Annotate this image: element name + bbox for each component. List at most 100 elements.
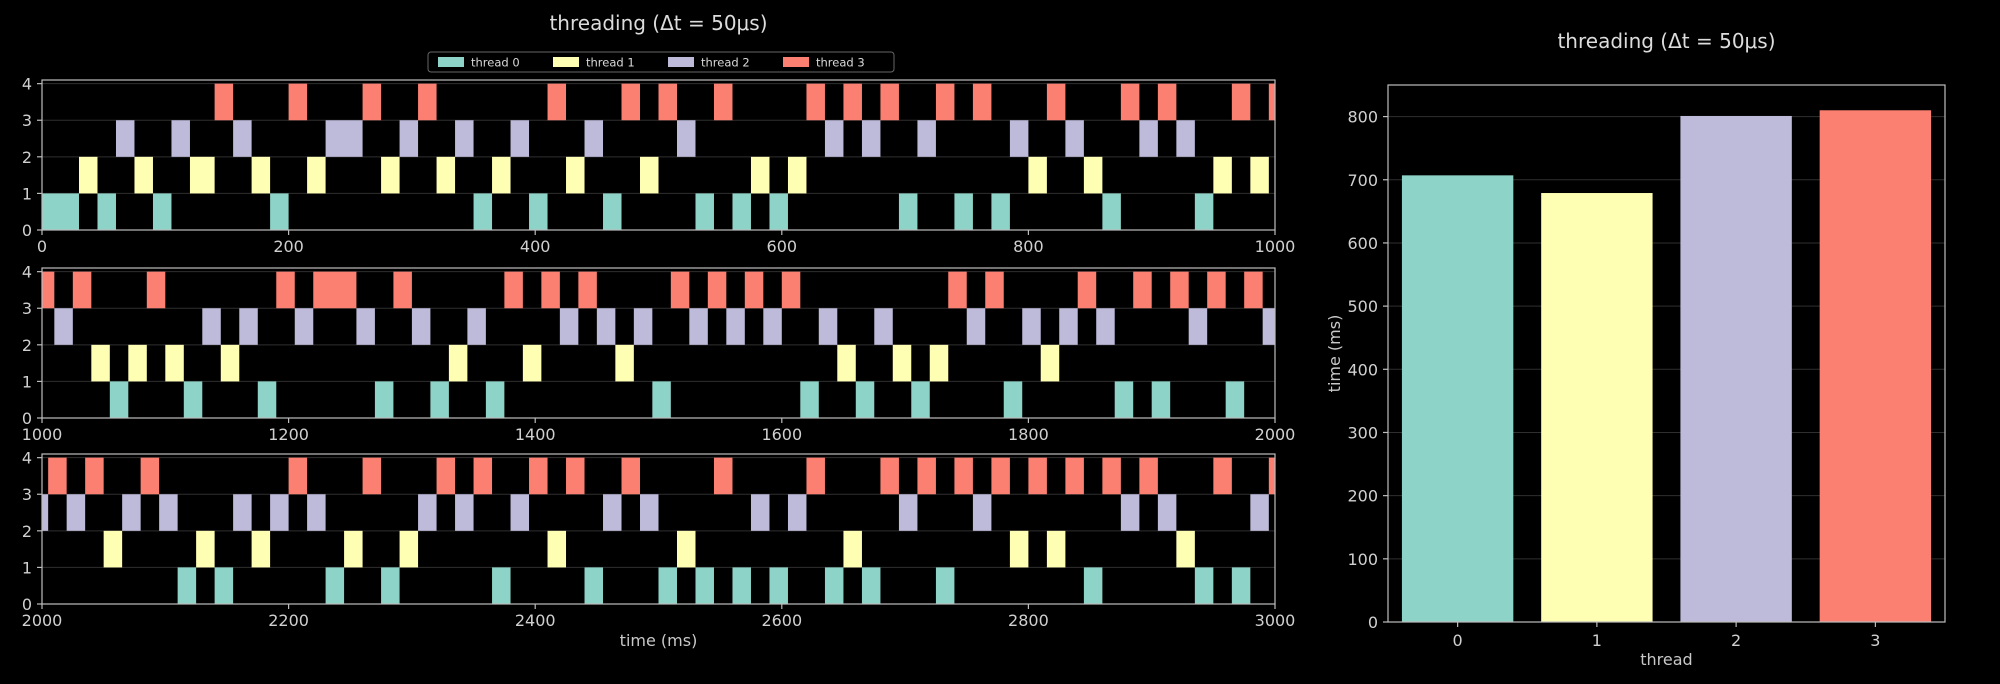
thread-1-block (128, 344, 147, 382)
thread-2-block (917, 120, 936, 157)
x-tick-label: 2000 (22, 611, 63, 630)
thread-0-block (1003, 381, 1023, 418)
thread-2-block (270, 494, 289, 531)
y-tick-label: 4 (22, 263, 32, 282)
x-tick-label: 0 (37, 237, 47, 256)
x-tick-label: 1000 (1255, 237, 1296, 256)
thread-0-block (898, 193, 918, 230)
y-tick-label: 4 (22, 449, 32, 468)
thread-3-block (72, 271, 92, 309)
thread-3-block (436, 457, 456, 495)
thread-2-block (159, 494, 178, 531)
thread-0-block (695, 567, 714, 604)
thread-2-block (122, 494, 141, 531)
legend-swatch-0 (438, 57, 464, 67)
thread-3-block (935, 83, 955, 121)
bar-x-tick-label: 3 (1870, 631, 1880, 650)
thread-3-block (418, 83, 437, 121)
y-tick-label: 3 (22, 485, 32, 504)
thread-3-block (843, 83, 862, 121)
thread-0-block (1231, 567, 1251, 604)
legend-label-0: thread 0 (471, 56, 520, 70)
x-tick-label: 1400 (515, 425, 556, 444)
thread-0-block (109, 381, 129, 418)
thread-3-block (504, 271, 523, 309)
thread-2-block (763, 308, 782, 345)
thread-0-block (732, 193, 751, 230)
x-tick-label: 2600 (761, 611, 802, 630)
thread-3-block (880, 457, 899, 495)
thread-0-block (732, 567, 751, 604)
thread-3-block (1028, 457, 1047, 495)
thread-2-block (307, 494, 326, 531)
legend-label-3: thread 3 (816, 56, 865, 70)
thread-1-block (492, 156, 511, 194)
thread-2-block (1022, 308, 1041, 345)
legend-label-1: thread 1 (586, 56, 635, 70)
y-tick-label: 2 (22, 148, 32, 167)
thread-1-block (1083, 156, 1103, 194)
thread-0-block (42, 193, 79, 230)
thread-2-block (54, 308, 73, 345)
thread-3-block (288, 457, 308, 495)
thread-0-block (1194, 567, 1214, 604)
thread-0-block (529, 193, 548, 230)
thread-3-block (917, 457, 936, 495)
timeline-x-axis-label: time (ms) (620, 631, 698, 650)
thread-0-block (769, 567, 788, 604)
bar-chart-title: threading (Δt = 50μs) (1557, 29, 1775, 53)
thread-0-block (824, 567, 844, 604)
panel-frame (41, 79, 1276, 231)
thread-3-block (529, 457, 548, 495)
thread-2-block (356, 308, 375, 345)
thread-1-block (344, 530, 363, 568)
thread-2-block (640, 494, 659, 531)
bar-thread-1 (1541, 193, 1653, 622)
x-tick-label: 3000 (1255, 611, 1296, 630)
x-tick-label: 1200 (268, 425, 309, 444)
x-tick-label: 200 (273, 237, 304, 256)
thread-0-block (1151, 381, 1171, 418)
thread-2-block (603, 494, 622, 531)
thread-3-block (1077, 271, 1097, 309)
thread-2-block (115, 120, 135, 157)
thread-3-block (781, 271, 801, 309)
thread-3-block (48, 457, 67, 495)
thread-3-block (744, 271, 764, 309)
thread-3-block (313, 271, 357, 309)
bar-y-tick-label: 500 (1347, 297, 1378, 316)
thread-0-block (861, 567, 881, 604)
y-tick-label: 2 (22, 522, 32, 541)
thread-2-block (787, 494, 807, 531)
thread-1-block (134, 156, 153, 194)
thread-2-block (898, 494, 918, 531)
thread-0-block (954, 193, 973, 230)
thread-1-block (929, 344, 949, 382)
bar-thread-0 (1401, 175, 1514, 622)
thread-3-block (85, 457, 104, 495)
thread-1-block (547, 530, 567, 568)
thread-0-block (97, 193, 116, 230)
thread-0-block (911, 381, 930, 418)
thread-3-block (954, 457, 973, 495)
bar-x-tick-label: 0 (1453, 631, 1463, 650)
thread-0-block (270, 193, 289, 230)
y-tick-label: 1 (22, 184, 32, 203)
thread-2-block (399, 120, 419, 157)
thread-2-block (1120, 494, 1140, 531)
thread-2-block (294, 308, 314, 345)
thread-1-block (676, 530, 696, 568)
thread-2-block (596, 308, 616, 345)
bar-y-tick-label: 400 (1347, 360, 1378, 379)
x-tick-label: 2000 (1255, 425, 1296, 444)
thread-2-block (966, 308, 986, 345)
thread-2-block (676, 120, 696, 157)
thread-0-block (485, 381, 505, 418)
thread-1-block (892, 344, 912, 382)
legend-box (427, 51, 895, 73)
y-tick-label: 1 (22, 558, 32, 577)
thread-1-block (436, 156, 456, 194)
thread-1-block (1040, 344, 1060, 382)
bar-x-tick-label: 1 (1592, 631, 1602, 650)
